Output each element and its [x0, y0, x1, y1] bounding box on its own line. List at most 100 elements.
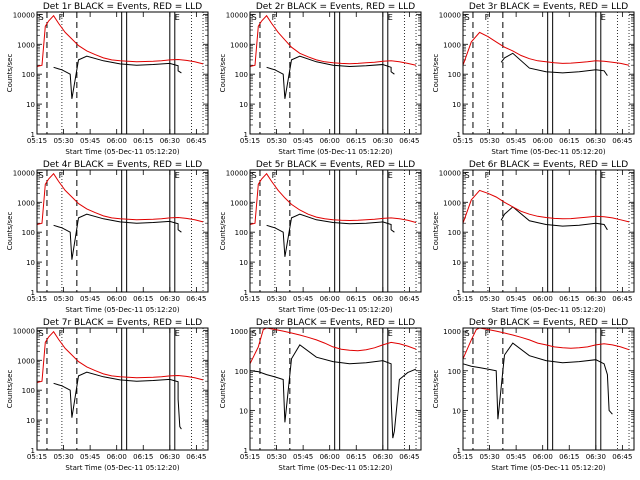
y-tick-label: 1 — [457, 289, 461, 297]
lld-series-line — [462, 31, 630, 66]
flag-marker-s: S — [252, 329, 257, 338]
flag-marker-f: F — [485, 13, 490, 22]
det-2r-panel: Det 2r BLACK = Events, RED = LLD Counts/s… — [219, 2, 422, 156]
det-4r-panel: Det 4r BLACK = Events, RED = LLD Counts/s… — [6, 160, 209, 314]
y-tick-label: 10000 — [13, 169, 35, 177]
plot-frame — [249, 11, 422, 135]
plot-frame — [462, 11, 635, 135]
x-tick-label: 06:00 — [320, 137, 340, 145]
y-axis-label: Counts/sec — [6, 370, 14, 409]
y-tick-label: 10000 — [13, 327, 35, 335]
y-tick-label: 10 — [239, 259, 248, 267]
lld-series-line — [36, 14, 204, 67]
plot-title: Det 1r BLACK = Events, RED = LLD — [43, 2, 202, 12]
x-tick-label: 05:45 — [80, 137, 100, 145]
x-tick-label: 06:30 — [160, 137, 180, 145]
y-tick-label: 1 — [244, 289, 248, 297]
y-tick-label: 10 — [239, 407, 248, 415]
x-tick-label: 05:30 — [53, 453, 73, 461]
x-tick-label: 05:15 — [27, 295, 47, 303]
lld-series-line — [36, 172, 204, 225]
x-tick-label: 05:45 — [506, 453, 526, 461]
x-tick-label: 05:30 — [479, 453, 499, 461]
flag-marker-e: E — [388, 329, 393, 338]
x-tick-label: 06:30 — [586, 295, 606, 303]
x-tick-label: 05:15 — [240, 453, 260, 461]
y-tick-label: 1000 — [230, 328, 248, 336]
x-tick-label: 05:45 — [506, 137, 526, 145]
plot-title: Det 4r BLACK = Events, RED = LLD — [43, 160, 202, 170]
x-tick-label: 05:15 — [453, 137, 473, 145]
plot-frame — [36, 11, 209, 135]
lld-series-line — [36, 330, 204, 383]
x-tick-label: 06:00 — [533, 295, 553, 303]
x-tick-label: 06:15 — [559, 137, 579, 145]
y-tick-label: 100 — [448, 229, 461, 237]
flag-marker-e: E — [175, 329, 180, 338]
y-tick-label: 10 — [26, 259, 35, 267]
y-tick-label: 10000 — [226, 11, 248, 19]
y-tick-label: 100 — [22, 229, 35, 237]
x-tick-label: 06:30 — [586, 137, 606, 145]
x-tick-label: 05:30 — [266, 137, 286, 145]
plot-frame — [36, 327, 209, 451]
y-axis-label: Counts/sec — [432, 54, 440, 93]
lld-series-line — [462, 189, 630, 224]
y-tick-label: 10 — [452, 101, 461, 109]
plot-frame — [249, 169, 422, 293]
det-3r-panel: Det 3r BLACK = Events, RED = LLD Counts/s… — [432, 2, 635, 156]
det-1r-panel: Det 1r BLACK = Events, RED = LLD Counts/s… — [6, 2, 209, 156]
flag-marker-f: F — [59, 171, 64, 180]
x-axis-label: Start Time (05-Dec-11 05:12:20) — [65, 306, 179, 314]
x-tick-label: 06:45 — [399, 295, 419, 303]
flag-marker-f: F — [485, 171, 490, 180]
events-series-line — [53, 55, 182, 99]
plot-frame — [36, 169, 209, 293]
y-tick-label: 1000 — [17, 41, 35, 49]
y-tick-label: 1 — [31, 447, 35, 455]
events-series-line — [266, 213, 395, 257]
flag-marker-e: E — [601, 329, 606, 338]
x-tick-label: 06:30 — [373, 453, 393, 461]
x-tick-label: 06:15 — [346, 137, 366, 145]
x-tick-label: 06:00 — [107, 295, 127, 303]
y-tick-label: 100 — [235, 229, 248, 237]
plot-title: Det 5r BLACK = Events, RED = LLD — [256, 160, 415, 170]
y-tick-label: 1000 — [230, 41, 248, 49]
y-tick-label: 1000 — [17, 357, 35, 365]
events-series-line — [266, 55, 395, 99]
x-tick-label: 05:45 — [80, 295, 100, 303]
x-tick-label: 06:00 — [533, 137, 553, 145]
flag-marker-s: S — [39, 329, 44, 338]
x-tick-label: 05:15 — [453, 453, 473, 461]
x-axis-label: Start Time (05-Dec-11 05:12:20) — [278, 464, 392, 472]
flag-marker-e: E — [601, 13, 606, 22]
lld-series-line — [462, 327, 630, 360]
x-tick-label: 05:30 — [479, 295, 499, 303]
x-axis-label: Start Time (05-Dec-11 05:12:20) — [65, 464, 179, 472]
flag-marker-e: E — [388, 13, 393, 22]
events-series-line — [500, 206, 608, 231]
events-series-line — [249, 344, 417, 439]
y-tick-label: 1 — [31, 289, 35, 297]
x-tick-label: 06:15 — [346, 295, 366, 303]
x-tick-label: 06:45 — [612, 137, 632, 145]
x-tick-label: 05:30 — [266, 453, 286, 461]
flag-marker-s: S — [39, 13, 44, 22]
lld-series-line — [249, 14, 417, 67]
y-tick-label: 1000 — [443, 199, 461, 207]
x-tick-label: 06:30 — [160, 453, 180, 461]
flag-marker-e: E — [175, 13, 180, 22]
y-axis-label: Counts/sec — [432, 212, 440, 251]
lld-series-line — [249, 172, 417, 225]
y-axis-label: Counts/sec — [219, 370, 227, 409]
x-tick-label: 05:45 — [506, 295, 526, 303]
x-axis-label: Start Time (05-Dec-11 05:12:20) — [278, 306, 392, 314]
x-tick-label: 05:15 — [27, 453, 47, 461]
x-tick-label: 06:15 — [133, 137, 153, 145]
plot-title: Det 3r BLACK = Events, RED = LLD — [469, 2, 628, 12]
y-axis-label: Counts/sec — [219, 54, 227, 93]
y-tick-label: 1 — [244, 131, 248, 139]
y-tick-label: 1 — [457, 131, 461, 139]
x-tick-label: 06:45 — [612, 295, 632, 303]
